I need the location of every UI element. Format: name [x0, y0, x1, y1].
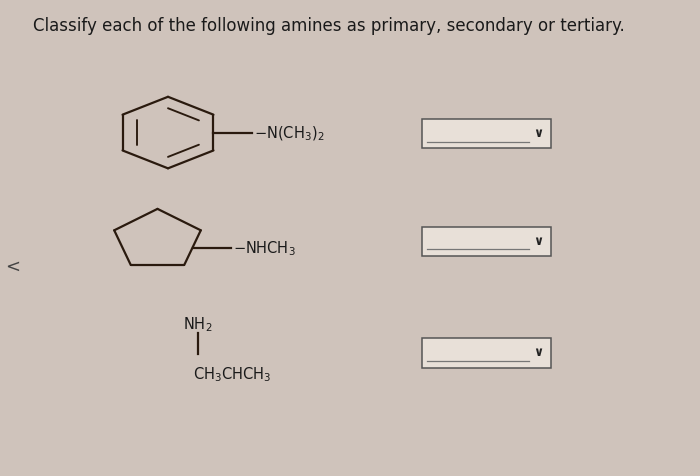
- Text: $\mathregular{CH_3CHCH_3}$: $\mathregular{CH_3CHCH_3}$: [193, 364, 271, 383]
- Text: ∨: ∨: [533, 234, 544, 248]
- Bar: [421, 119, 551, 149]
- Text: $\mathregular{NH_2}$: $\mathregular{NH_2}$: [183, 315, 213, 333]
- Text: Classify each of the following amines as primary, secondary or tertiary.: Classify each of the following amines as…: [33, 17, 625, 35]
- Text: ∨: ∨: [533, 346, 544, 359]
- Text: ∨: ∨: [533, 127, 544, 140]
- Bar: [421, 227, 551, 257]
- Text: <: <: [6, 258, 20, 276]
- Text: $\mathregular{-N(CH_3)_2}$: $\mathregular{-N(CH_3)_2}$: [254, 124, 325, 142]
- Bar: [421, 338, 551, 368]
- Text: $\mathregular{-NHCH_3}$: $\mathregular{-NHCH_3}$: [233, 239, 296, 258]
